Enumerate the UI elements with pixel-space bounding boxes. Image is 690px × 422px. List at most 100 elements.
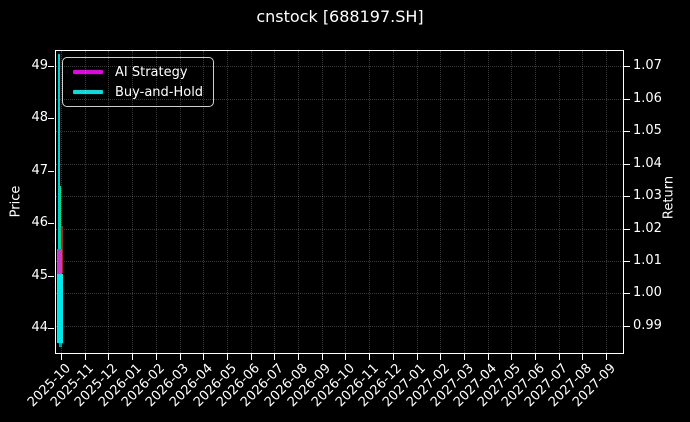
y-axis-tick-label: 1.06 [633,90,662,106]
y-axis-tick-mark [48,118,54,120]
gridline-horizontal [56,163,623,165]
x-axis-tick-mark [582,354,584,360]
x-axis-tick-mark [487,354,489,360]
data-strip-segment [57,53,60,276]
x-axis-tick-mark [155,354,157,360]
legend-item: AI Strategy [73,62,203,82]
plot-area: AI Strategy Buy-and-Hold [55,50,624,354]
gridline-vertical [606,51,608,353]
y-axis-tick-label: 1.00 [633,285,662,301]
data-strip-segment [61,226,63,274]
gridline-vertical [321,51,323,353]
y-axis-tick-label: 1.01 [633,252,662,268]
y-axis-tick-label: 49 [31,57,48,73]
data-strip-segment [57,274,63,343]
data-strip-segment [58,342,62,348]
x-axis-tick-mark [61,354,62,360]
gridline-horizontal [56,228,623,230]
gridline-vertical [298,51,299,353]
gridline-horizontal [56,260,623,262]
gridline-vertical [487,51,489,353]
gridline-vertical [203,51,205,353]
y-axis-tick-mark [624,228,630,230]
y-axis-tick-mark [624,163,630,165]
y-axis-tick-label: 46 [31,215,48,231]
y-axis-tick-mark [48,170,54,172]
y-axis-tick-mark [624,66,630,67]
x-axis-tick-mark [298,354,299,360]
gridline-horizontal [56,293,623,295]
y-axis-tick-label: 1.03 [633,188,662,203]
y-axis-tick-mark [624,260,630,262]
y-axis-tick-mark [48,65,54,67]
x-axis-tick-mark [345,354,347,360]
x-axis-tick-mark [321,354,323,360]
gridline-vertical [179,51,181,353]
y-axis-tick-label: 44 [31,320,48,336]
gridline-vertical [369,51,371,353]
y-axis-tick-label: 0.99 [633,317,662,333]
x-axis-tick-mark [108,354,110,360]
gridline-vertical [511,51,513,353]
x-axis-tick-mark [132,354,134,360]
y-axis-tick-label: 1.05 [633,123,662,138]
y-axis-tick-mark [624,98,630,100]
y-axis-tick-label: 45 [31,267,48,283]
x-axis-tick-mark [226,354,228,360]
legend-line-ai-strategy [73,70,103,74]
legend-item: Buy-and-Hold [73,82,203,102]
gridline-vertical [132,51,134,353]
y-axis-tick-mark [48,328,54,330]
x-axis-tick-mark [535,354,536,360]
data-strip-segment [57,249,62,275]
y-axis-tick-mark [624,325,630,327]
y-axis-tick-mark [624,131,630,132]
x-axis-tick-mark [511,354,513,360]
x-axis-tick-mark [463,354,465,360]
y-axis-tick-mark [48,275,54,277]
x-axis-tick-mark [203,354,205,360]
return-axis-label: Return [661,175,677,220]
gridline-vertical [463,51,465,353]
x-axis-tick-mark [558,354,560,360]
gridline-vertical [345,51,347,353]
gridline-horizontal [56,131,623,132]
x-axis-tick-mark [440,354,442,360]
x-axis-tick-mark [179,354,181,360]
gridline-vertical [84,51,86,353]
gridline-vertical [250,51,252,353]
legend-line-buy-and-hold [73,90,103,94]
x-axis-tick-mark [84,354,86,360]
gridline-vertical [274,51,276,353]
chart-title: cnstock [688197.SH] [256,7,424,26]
gridline-horizontal [56,325,623,327]
legend-label: AI Strategy [115,64,188,80]
gridline-vertical [535,51,536,353]
gridline-horizontal [56,98,623,100]
gridline-vertical [416,51,418,353]
gridline-vertical [558,51,560,353]
gridline-horizontal [56,196,623,197]
gridline-vertical [155,51,157,353]
gridline-vertical [582,51,584,353]
y-axis-tick-mark [624,196,630,197]
x-axis-tick-mark [606,354,608,360]
y-axis-tick-mark [624,293,630,295]
legend: AI Strategy Buy-and-Hold [62,57,215,107]
gridline-vertical [108,51,110,353]
y-axis-tick-label: 1.04 [633,155,662,171]
y-axis-tick-label: 48 [31,110,48,126]
y-axis-tick-label: 1.07 [633,58,662,73]
x-axis-tick-mark [274,354,276,360]
y-axis-tick-label: 47 [31,162,48,178]
gridline-horizontal [56,66,623,67]
x-axis-tick-mark [369,354,371,360]
x-axis-tick-mark [250,354,252,360]
legend-label: Buy-and-Hold [115,84,204,100]
y-axis-tick-mark [48,223,54,225]
gridline-vertical [61,51,62,353]
x-axis-tick-mark [392,354,394,360]
gridline-vertical [226,51,228,353]
gridline-vertical [440,51,442,353]
